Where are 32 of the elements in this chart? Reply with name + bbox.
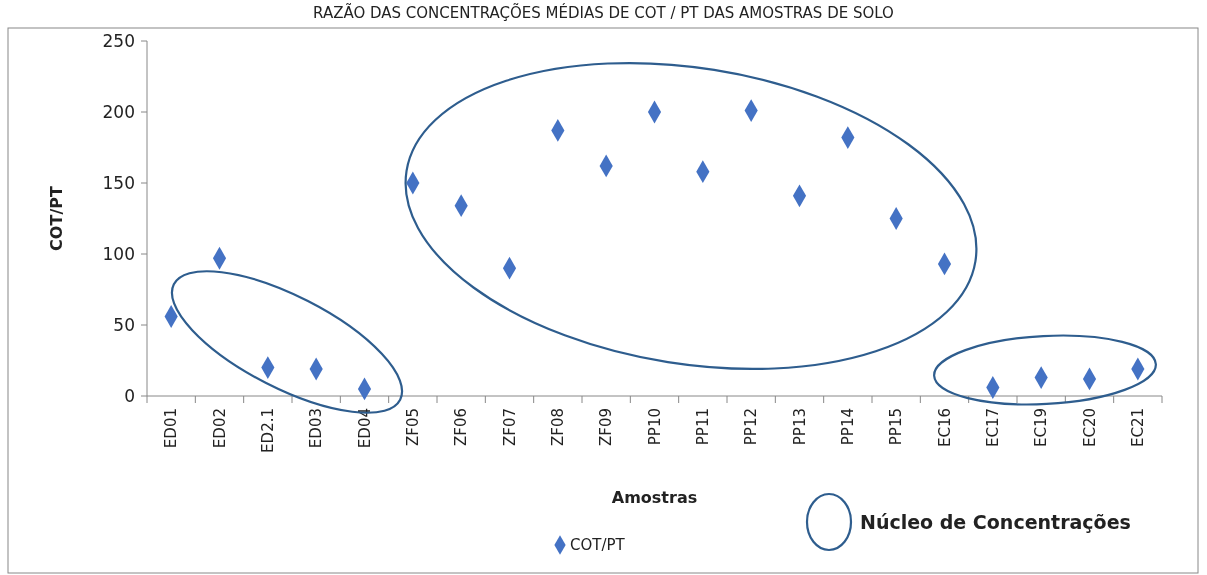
x-tick-label: ZF08 (549, 408, 568, 446)
x-tick-label: ED03 (307, 408, 326, 449)
x-tick-label: ZF05 (404, 408, 423, 446)
y-tick-label: 250 (102, 30, 135, 51)
x-tick-label: PP11 (694, 408, 713, 446)
x-tick-label: EC19 (1032, 408, 1051, 448)
y-tick-label: 50 (113, 314, 135, 335)
x-tick-label: ED04 (355, 408, 374, 449)
y-tick-label: 0 (124, 385, 135, 406)
x-tick-label: ED2.1 (259, 408, 278, 453)
x-tick-label: PP12 (742, 408, 761, 446)
y-tick-label: 200 (102, 101, 135, 122)
x-tick-label: ZF07 (500, 408, 519, 446)
y-axis-title: COT/PT (47, 186, 66, 251)
x-axis-title: Amostras (611, 488, 698, 507)
legend-label: COT/PT (570, 536, 626, 555)
x-tick-label: EC16 (935, 408, 954, 448)
x-tick-label: ZF06 (452, 408, 471, 446)
x-tick-label: ZF09 (597, 408, 616, 446)
y-tick-label: 100 (102, 243, 135, 264)
x-tick-label: PP14 (839, 408, 858, 446)
text: Núcleo de Concentrações (860, 510, 1131, 533)
x-tick-label: PP15 (887, 408, 906, 446)
x-tick-label: ED02 (210, 408, 229, 449)
x-tick-label: EC17 (984, 408, 1003, 448)
x-tick-label: EC20 (1080, 408, 1099, 448)
x-tick-label: PP10 (645, 408, 664, 446)
chart-title: RAZÃO DAS CONCENTRAÇÕES MÉDIAS DE COT / PT DAS AMOSTRAS DE SOLO (313, 3, 894, 22)
x-tick-label: EC21 (1129, 408, 1148, 448)
x-tick-label: PP13 (790, 408, 809, 446)
y-tick-label: 150 (102, 172, 135, 193)
x-tick-label: ED01 (162, 408, 181, 449)
